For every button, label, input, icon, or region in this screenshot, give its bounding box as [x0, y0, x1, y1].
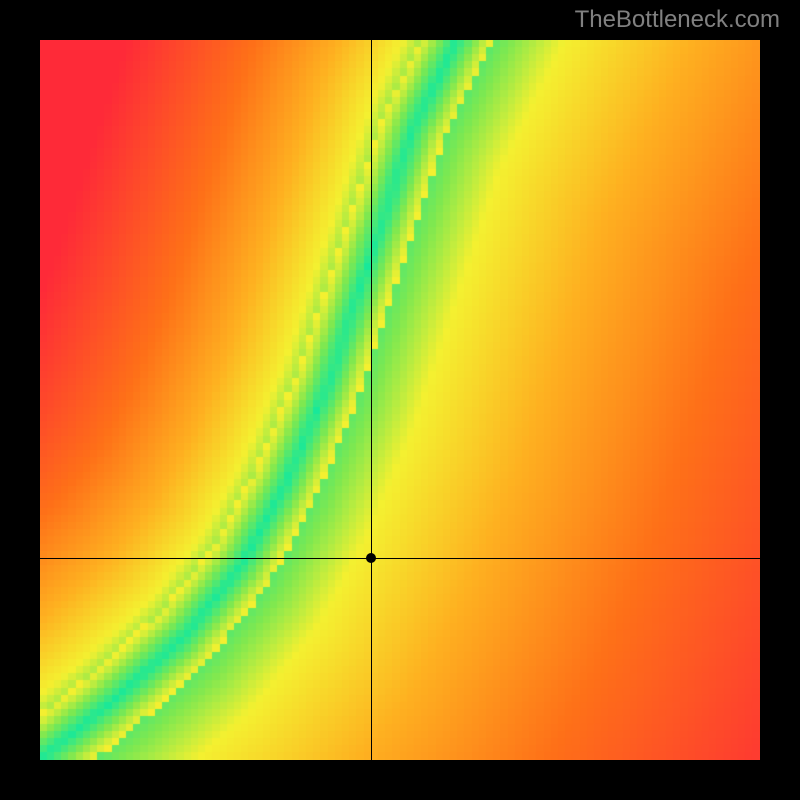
crosshair-vertical: [371, 40, 372, 760]
crosshair-horizontal: [40, 558, 760, 559]
intersection-marker: [366, 553, 376, 563]
plot-area: [40, 40, 760, 760]
heatmap-canvas: [40, 40, 760, 760]
watermark-text: TheBottleneck.com: [575, 6, 780, 34]
